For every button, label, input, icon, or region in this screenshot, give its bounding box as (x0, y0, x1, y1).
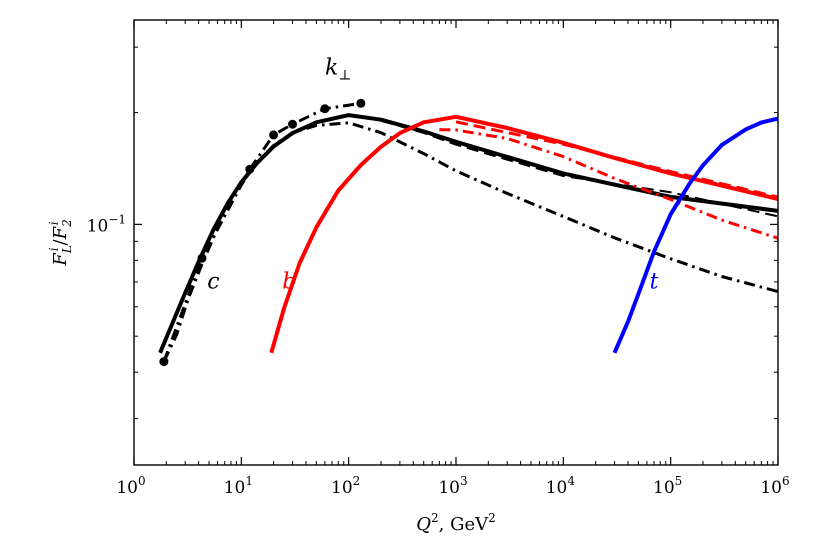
series-line-2 (380, 119, 778, 218)
x-axis-label: Q2, GeV2 (416, 511, 496, 535)
series-marker (197, 253, 207, 263)
series-line-7 (439, 128, 778, 240)
x-tick-label: 103 (438, 474, 467, 498)
annotation-c: c (207, 270, 219, 295)
series-marker (288, 119, 297, 129)
x-tick-label: 100 (116, 474, 145, 498)
x-tick-label: 106 (760, 474, 789, 498)
annotation-k: k⊥ (325, 56, 352, 84)
series-line-1 (158, 113, 778, 354)
annotation-layer: c b t k⊥ (207, 56, 658, 295)
series-layer (158, 98, 778, 367)
annotation-t: t (650, 270, 659, 295)
series-marker (245, 164, 255, 174)
series-line-4 (162, 101, 362, 363)
x-tick-label: 102 (331, 474, 360, 498)
series-marker (356, 98, 366, 108)
series-line-5 (269, 114, 778, 354)
x-tick-label: 101 (224, 474, 253, 498)
series-line-8 (612, 116, 778, 354)
y-axis-label: FLi/F2i (47, 219, 74, 267)
series-marker (159, 357, 169, 367)
series-line-3 (162, 121, 778, 363)
series-marker (320, 104, 330, 114)
y-ticks: 10−1 (87, 46, 778, 420)
annotation-b: b (282, 270, 296, 295)
series-marker (269, 130, 279, 140)
series-line-6 (455, 120, 778, 199)
plot-frame (133, 19, 779, 466)
x-tick-label: 104 (546, 474, 576, 498)
x-tick-label: 105 (653, 474, 682, 498)
y-tick-label: 10−1 (87, 212, 126, 236)
x-ticks: 100 101 102 103 104 105 106 (116, 20, 790, 498)
